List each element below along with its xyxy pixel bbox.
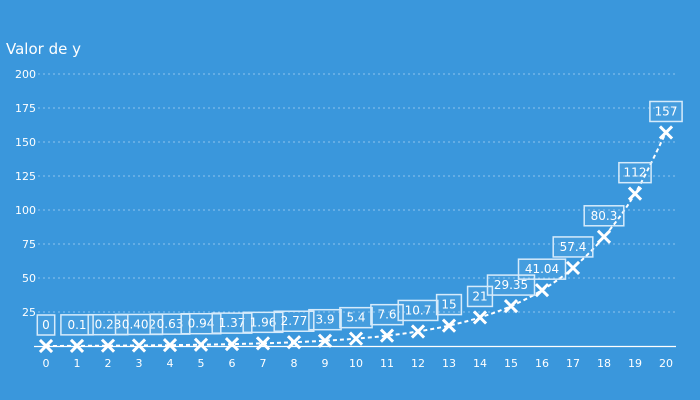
data-label: 0.94 [180, 312, 222, 335]
data-label: 5.4 [339, 306, 373, 329]
data-point-marker [534, 283, 550, 298]
y-tick-label: 75 [22, 238, 36, 251]
data-label: 0 [36, 314, 56, 336]
x-tick-label: 11 [380, 357, 394, 370]
y-tick-label: 50 [22, 272, 36, 285]
data-label-text: 15 [441, 298, 456, 312]
data-point-marker [38, 338, 54, 354]
data-point-marker [255, 336, 271, 351]
y-tick-label: 175 [15, 102, 36, 115]
data-label: 1.96 [242, 311, 284, 334]
grid-lines [38, 73, 676, 313]
x-tick-label: 18 [597, 357, 611, 370]
data-label: 21 [466, 285, 494, 308]
y-tick-label: 200 [15, 68, 36, 81]
data-label-text: 3.9 [315, 313, 334, 327]
data-label: 7.6 [370, 303, 404, 326]
x-tick-label: 0 [43, 357, 50, 370]
data-point-marker [317, 333, 333, 348]
data-point-marker [472, 310, 488, 325]
data-label-text: 157 [655, 104, 678, 118]
data-label: 1.37 [211, 312, 253, 334]
data-point-marker [224, 337, 240, 352]
data-label: 3.9 [308, 308, 342, 331]
x-tick-label: 2 [105, 357, 112, 370]
data-label: 0.1 [60, 314, 94, 336]
data-label-text: 112 [624, 166, 647, 180]
data-point-marker [658, 125, 674, 140]
x-tick-label: 16 [535, 357, 549, 370]
x-tick-label: 12 [411, 357, 425, 370]
x-tick-label: 13 [442, 357, 456, 370]
data-point-marker [441, 318, 457, 333]
x-tick-label: 20 [659, 357, 673, 370]
data-label-text: 0.1 [67, 318, 86, 332]
data-label-text: 0.94 [188, 317, 215, 331]
data-point-marker [162, 338, 178, 353]
x-tick-label: 7 [260, 357, 267, 370]
data-point-marker [69, 338, 85, 353]
data-markers [38, 125, 674, 354]
data-label: 15 [435, 293, 463, 316]
data-label-text: 0.63 [157, 317, 184, 331]
data-point-marker [379, 328, 395, 343]
data-point-marker [503, 298, 519, 314]
data-label: 157 [649, 100, 683, 123]
data-point-marker [348, 331, 364, 346]
data-label-text: 57.4 [560, 240, 587, 254]
y-tick-label: 125 [15, 170, 36, 183]
x-tick-label: 4 [167, 357, 174, 370]
data-point-marker [565, 260, 581, 276]
y-axis-ticks: 25 50 75 100 125 150 175 200 [15, 68, 36, 319]
y-tick-label: 100 [15, 204, 36, 217]
data-label-text: 2.77 [281, 314, 308, 328]
data-point-marker [627, 186, 643, 201]
x-tick-label: 9 [322, 357, 329, 370]
data-point-marker [131, 338, 147, 353]
y-tick-label: 25 [22, 306, 36, 319]
x-tick-label: 14 [473, 357, 487, 370]
data-labels: 0 0.1 0.23 0.402 0.63 0.94 1.37 1.96 2.77 3.9 5.4 7… [36, 100, 683, 336]
x-tick-label: 8 [291, 357, 298, 370]
data-point-marker [286, 335, 302, 350]
data-label-text: 0.23 [95, 318, 122, 332]
data-point-marker [596, 229, 612, 244]
data-label-text: 21 [472, 289, 487, 303]
y-tick-label: 150 [15, 136, 36, 149]
x-tick-label: 19 [628, 357, 642, 370]
data-label: 112 [618, 161, 652, 184]
x-tick-label: 3 [136, 357, 143, 370]
x-tick-label: 17 [566, 357, 580, 370]
data-label: 29.35 [486, 274, 536, 296]
data-label: 0.23 [87, 313, 129, 336]
x-tick-label: 1 [74, 357, 81, 370]
data-label-text: 80.3 [591, 209, 618, 223]
x-axis-ticks: 0 1 2 3 4 5 6 7 8 9 10 11 12 13 14 15 16 17 18 19 20 [43, 357, 674, 370]
data-label: 80.3 [583, 205, 625, 227]
data-label-text: 1.96 [250, 315, 277, 329]
data-label-text: 0 [42, 318, 50, 332]
data-label-text: 1.37 [219, 316, 246, 330]
data-label-text: 29.35 [494, 278, 528, 292]
y-axis-title: Valor de y [6, 40, 81, 58]
data-label: 0.63 [149, 313, 191, 335]
data-label: 10.7 [397, 299, 439, 322]
data-point-marker [193, 337, 209, 352]
data-label-text: 0.402 [122, 317, 156, 331]
data-label: 41.04 [517, 258, 567, 280]
data-label-text: 10.7 [405, 303, 432, 317]
data-label-text: 5.4 [346, 311, 365, 325]
data-point-marker [410, 324, 426, 339]
data-label-text: 41.04 [525, 262, 559, 276]
data-label: 57.4 [552, 236, 594, 258]
data-label: 2.77 [273, 310, 315, 332]
data-point-marker [100, 338, 116, 353]
x-tick-label: 10 [349, 357, 363, 370]
data-label-text: 7.6 [377, 308, 396, 322]
x-tick-label: 15 [504, 357, 518, 370]
x-tick-label: 6 [229, 357, 236, 370]
x-tick-label: 5 [198, 357, 205, 370]
